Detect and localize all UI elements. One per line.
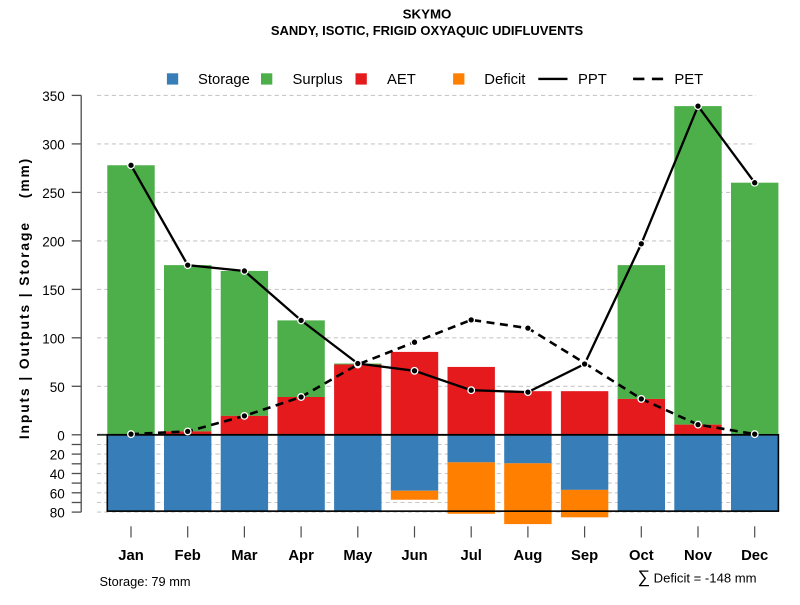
svg-text:20: 20 bbox=[50, 448, 65, 463]
svg-text:May: May bbox=[343, 548, 373, 564]
svg-text:Mar: Mar bbox=[231, 548, 258, 564]
svg-text:AET: AET bbox=[387, 72, 416, 88]
svg-text:100: 100 bbox=[42, 331, 65, 346]
svg-text:SANDY, ISOTIC, FRIGID OXYAQUIC: SANDY, ISOTIC, FRIGID OXYAQUIC UDIFLUVEN… bbox=[271, 23, 584, 38]
svg-text:Storage: 79 mm: Storage: 79 mm bbox=[100, 574, 191, 589]
svg-text:∑ Deficit = -148 mm: ∑ Deficit = -148 mm bbox=[638, 566, 757, 586]
svg-text:Sep: Sep bbox=[571, 548, 598, 564]
svg-text:Nov: Nov bbox=[684, 548, 713, 564]
svg-text:40: 40 bbox=[50, 467, 65, 482]
svg-text:SKYMO: SKYMO bbox=[403, 6, 452, 21]
svg-text:150: 150 bbox=[42, 283, 65, 298]
svg-text:300: 300 bbox=[42, 138, 65, 153]
svg-text:Surplus: Surplus bbox=[293, 72, 343, 88]
svg-text:Apr: Apr bbox=[288, 548, 314, 564]
svg-text:Feb: Feb bbox=[175, 548, 201, 564]
svg-text:Jul: Jul bbox=[461, 548, 482, 564]
svg-text:60: 60 bbox=[50, 486, 65, 501]
svg-text:200: 200 bbox=[42, 235, 65, 250]
svg-text:Deficit: Deficit bbox=[484, 72, 525, 88]
svg-text:Dec: Dec bbox=[741, 548, 768, 564]
svg-text:Aug: Aug bbox=[514, 548, 543, 564]
svg-text:Storage: Storage bbox=[198, 72, 250, 88]
svg-text:Jan: Jan bbox=[118, 548, 144, 564]
svg-text:50: 50 bbox=[50, 380, 65, 395]
svg-text:250: 250 bbox=[42, 186, 65, 201]
svg-text:0: 0 bbox=[57, 428, 65, 443]
svg-text:PET: PET bbox=[674, 72, 703, 88]
svg-text:80: 80 bbox=[50, 506, 65, 521]
svg-text:350: 350 bbox=[42, 89, 65, 104]
svg-text:Inputs | Outputs | Storage: Inputs | Outputs | Storage (mm) bbox=[17, 157, 32, 439]
svg-text:Oct: Oct bbox=[629, 548, 654, 564]
svg-text:Jun: Jun bbox=[401, 548, 427, 564]
svg-text:PPT: PPT bbox=[578, 72, 607, 88]
